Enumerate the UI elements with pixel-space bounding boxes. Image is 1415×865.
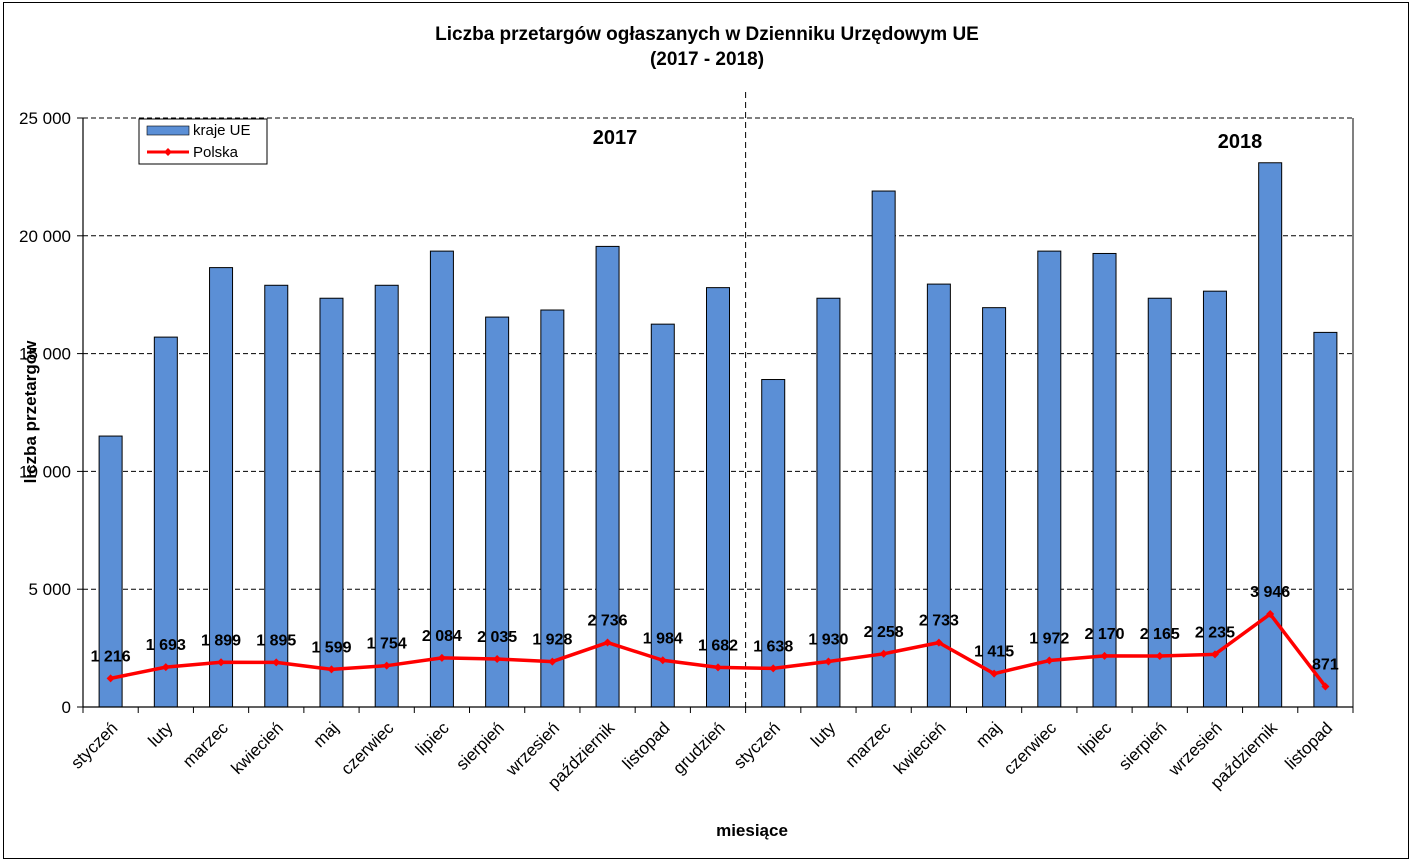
x-tick-label: grudzień	[669, 718, 729, 778]
x-tick-label: listopad	[619, 718, 674, 773]
bar-kraje-ue	[1147, 297, 1172, 708]
x-tick-label: marzec	[179, 718, 232, 771]
y-tick-label: 20 000	[19, 227, 71, 246]
point-polska	[714, 663, 722, 672]
data-label-polska: 1 693	[146, 637, 186, 654]
line-series-polska	[106, 610, 1330, 691]
x-tick-label: lipiec	[412, 718, 453, 759]
data-label-polska: 2 733	[919, 613, 959, 630]
data-label-polska: 2 170	[1084, 626, 1124, 643]
x-tick-label: luty	[145, 718, 177, 750]
data-label-polska: 2 165	[1140, 626, 1180, 643]
data-label-polska: 1 899	[201, 632, 241, 649]
data-label-polska: 1 754	[367, 636, 407, 653]
chart-frame	[3, 2, 1409, 859]
data-label-polska: 3 946	[1250, 584, 1290, 601]
data-label-polska: 1 599	[311, 639, 351, 656]
data-label-polska: 1 682	[698, 637, 738, 654]
point-polska	[1045, 656, 1054, 665]
data-label-polska: 2 035	[477, 629, 517, 646]
data-label-polska: 1 984	[643, 630, 683, 647]
point-polska	[382, 661, 391, 670]
bar-kraje-ue	[485, 316, 510, 708]
legend-swatch-kraje-ue	[146, 125, 190, 136]
point-polska	[106, 674, 115, 683]
data-label-polska: 871	[1312, 656, 1339, 673]
x-tick-label: listopad	[1281, 718, 1336, 773]
data-label-polska: 1 930	[808, 632, 848, 649]
point-polska	[1266, 610, 1275, 619]
x-axis-title: miesiące	[716, 821, 788, 840]
bars-series-kraje-ue	[98, 162, 1338, 708]
point-polska	[1210, 650, 1219, 659]
data-label-polska: 1 415	[974, 644, 1014, 661]
legend-marker-polska	[164, 148, 172, 156]
point-polska	[934, 638, 943, 647]
x-tick-label: czerwiec	[337, 718, 398, 779]
point-polska	[548, 657, 557, 666]
legend: kraje UE Polska	[138, 118, 268, 165]
year-label-2017: 2017	[593, 127, 638, 149]
point-polska	[658, 656, 667, 665]
data-label-polska: 1 928	[532, 632, 572, 649]
chart-title: Liczba przetargów ogłaszanych w Dziennik…	[435, 24, 979, 45]
data-label-polska: 1 216	[91, 648, 131, 665]
point-polska	[1100, 651, 1109, 660]
point-polska	[161, 663, 170, 672]
y-tick-label: 5 000	[28, 580, 71, 599]
x-tick-label: kwiecień	[890, 718, 950, 778]
legend-label-polska: Polska	[193, 144, 239, 161]
data-label-polska: 2 736	[588, 613, 628, 630]
y-tick-label: 0	[62, 698, 71, 717]
y-tick-label: 25 000	[19, 109, 71, 128]
y-tick-label: 15 000	[19, 345, 71, 364]
data-label-polska: 2 235	[1195, 624, 1235, 641]
x-tick-label: luty	[807, 718, 839, 750]
data-label-polska: 1 638	[753, 638, 793, 655]
x-tick-label: sierpień	[1115, 718, 1171, 774]
point-polska	[990, 669, 999, 678]
bar-kraje-ue	[761, 379, 786, 708]
y-axis-title: liczba przetargów	[21, 340, 40, 483]
data-label-polska: 1 972	[1029, 631, 1069, 648]
x-tick-label: sierpień	[452, 718, 508, 774]
point-polska	[603, 638, 612, 647]
legend-label-kraje-ue: kraje UE	[193, 122, 251, 139]
point-polska	[824, 657, 833, 666]
data-labels: 1 216 1 693 1 899 1 895 1 599 1 754 2 084 2 035…	[91, 584, 1339, 673]
x-tick-label: styczeń	[67, 718, 121, 772]
bar-kraje-ue	[98, 435, 123, 708]
x-tick-label: czerwiec	[1000, 718, 1061, 779]
bar-kraje-ue	[650, 323, 675, 708]
point-polska	[769, 664, 778, 673]
point-polska	[327, 665, 336, 674]
x-tick-label: lipiec	[1075, 718, 1116, 759]
data-label-polska: 1 895	[256, 632, 296, 649]
point-polska	[1321, 682, 1330, 691]
year-label-2018: 2018	[1218, 131, 1263, 153]
x-tick-label: styczeń	[730, 718, 784, 772]
point-polska	[217, 658, 226, 667]
chart-subtitle: (2017 - 2018)	[650, 49, 764, 70]
x-tick-label: marzec	[842, 718, 895, 771]
point-polska	[272, 658, 281, 667]
bar-kraje-ue	[595, 245, 620, 708]
x-tick-label: maj	[972, 718, 1005, 751]
point-polska	[1155, 651, 1164, 660]
point-polska	[437, 653, 446, 662]
bar-kraje-ue	[1313, 331, 1338, 708]
point-polska	[879, 649, 888, 658]
x-tick-label: maj	[309, 718, 342, 751]
y-tick-label: 10 000	[19, 462, 71, 481]
x-tick-label: kwiecień	[228, 718, 288, 778]
data-label-polska: 2 084	[422, 628, 462, 645]
point-polska	[493, 655, 502, 664]
bar-kraje-ue	[1202, 290, 1227, 708]
data-label-polska: 2 258	[864, 624, 904, 641]
